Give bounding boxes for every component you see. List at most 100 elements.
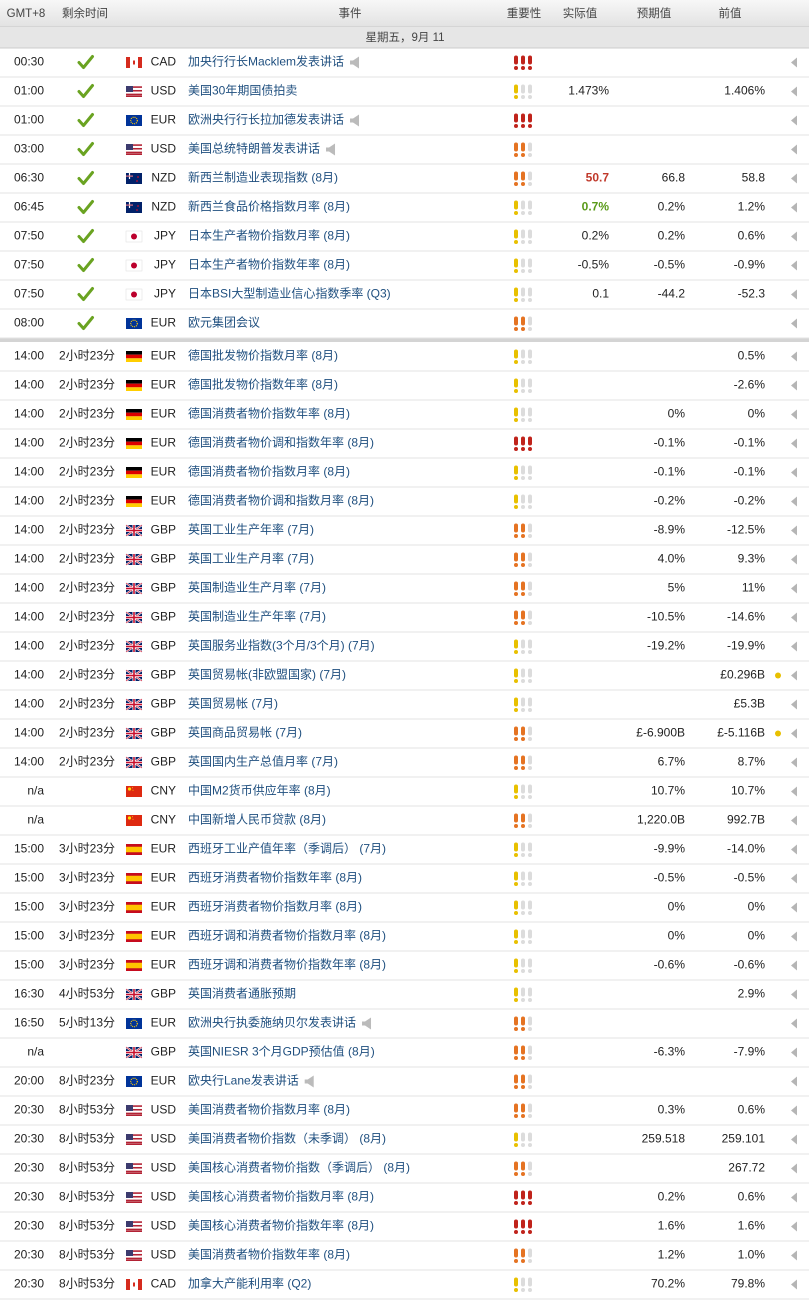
event[interactable]: 德国消费者物价调和指数月率 (8月) [188, 493, 374, 508]
event[interactable]: 德国批发物价指数月率 (8月) [188, 348, 338, 363]
expand-arrow[interactable] [791, 1192, 797, 1203]
event[interactable]: 新西兰食品价格指数月率 (8月) [188, 199, 350, 214]
event[interactable]: 英国制造业生产年率 (7月) [188, 609, 326, 624]
expand-arrow[interactable] [791, 989, 797, 1000]
importance-bar [521, 378, 525, 388]
importance-dot [514, 969, 518, 973]
expand-arrow[interactable] [791, 670, 797, 681]
event[interactable]: 德国消费者物价指数年率 (8月) [188, 406, 350, 421]
event[interactable]: 英国贸易帐(非欧盟国家) (7月) [188, 667, 346, 682]
expand-arrow[interactable] [791, 173, 797, 184]
importance [514, 610, 532, 625]
expand-arrow[interactable] [791, 1076, 797, 1087]
expand-arrow[interactable] [791, 815, 797, 826]
importance-bar [521, 258, 525, 268]
event[interactable]: 英国贸易帐 (7月) [188, 696, 278, 711]
expand-arrow[interactable] [791, 1018, 797, 1029]
event[interactable]: 英国工业生产月率 (7月) [188, 551, 314, 566]
expand-arrow[interactable] [791, 289, 797, 300]
expand-arrow[interactable] [791, 144, 797, 155]
event[interactable]: 美国核心消费者物价指数（季调后） (8月) [188, 1160, 410, 1175]
expand-arrow[interactable] [791, 757, 797, 768]
event[interactable]: 美国总统特朗普发表讲话 [188, 141, 320, 156]
event[interactable]: 英国消费者通胀预期 [188, 987, 296, 1001]
expand-arrow[interactable] [791, 318, 797, 329]
expand-arrow[interactable] [791, 260, 797, 271]
expand-arrow[interactable] [791, 115, 797, 126]
currency: JPY [154, 229, 176, 243]
expand-arrow[interactable] [791, 1163, 797, 1174]
expand-arrow[interactable] [791, 1105, 797, 1116]
expand-arrow[interactable] [791, 380, 797, 391]
event[interactable]: 英国NIESR 3个月GDP预估值 (8月) [188, 1044, 375, 1059]
event[interactable]: 美国核心消费者物价指数月率 (8月) [188, 1189, 374, 1204]
event[interactable]: 英国服务业指数(3个月/3个月) (7月) [188, 638, 375, 653]
event[interactable]: 德国消费者物价指数月率 (8月) [188, 464, 350, 479]
event[interactable]: 英国工业生产年率 (7月) [188, 522, 314, 537]
flag-part [130, 1019, 138, 1028]
expand-arrow[interactable] [791, 1134, 797, 1145]
expand-arrow[interactable] [791, 438, 797, 449]
expand-arrow[interactable] [791, 1250, 797, 1261]
expand-arrow[interactable] [791, 496, 797, 507]
flag-part [125, 230, 143, 243]
event[interactable]: 西班牙调和消费者物价指数年率 (8月) [188, 957, 386, 972]
expand-arrow[interactable] [791, 231, 797, 242]
expand-arrow[interactable] [791, 612, 797, 623]
event[interactable]: 欧洲央行执委施纳贝尔发表讲话 [188, 1015, 356, 1030]
expand-arrow[interactable] [791, 467, 797, 478]
event[interactable]: 加央行行长Macklem发表讲话 [188, 54, 344, 69]
event[interactable]: 德国消费者物价调和指数年率 (8月) [188, 435, 374, 450]
event[interactable]: 英国制造业生产月率 (7月) [188, 580, 326, 595]
expand-arrow[interactable] [791, 554, 797, 565]
expand-arrow[interactable] [791, 202, 797, 213]
event[interactable]: 西班牙工业产值年率（季调后） (7月) [188, 841, 386, 856]
event[interactable]: 日本BSI大型制造业信心指数季率 (Q3) [188, 286, 391, 301]
event[interactable]: 美国30年期国债拍卖 [188, 83, 297, 98]
expand-arrow[interactable] [791, 1047, 797, 1058]
expand-arrow[interactable] [791, 699, 797, 710]
event[interactable]: 西班牙调和消费者物价指数月率 (8月) [188, 928, 386, 943]
expand-arrow[interactable] [791, 844, 797, 855]
expand-arrow[interactable] [791, 1279, 797, 1290]
expand-arrow[interactable] [791, 728, 797, 739]
event[interactable]: 日本生产者物价指数月率 (8月) [188, 228, 350, 243]
event[interactable]: 英国商品贸易帐 (7月) [188, 725, 302, 740]
expand-arrow[interactable] [791, 641, 797, 652]
expand-arrow[interactable] [791, 902, 797, 913]
importance-bar [528, 494, 532, 504]
event[interactable]: 加拿大产能利用率 (Q2) [188, 1276, 311, 1291]
event[interactable]: 美国消费者物价指数（未季调） (8月) [188, 1131, 386, 1146]
event[interactable]: 欧洲央行行长拉加德发表讲话 [188, 112, 344, 127]
importance-bar [521, 871, 525, 881]
expand-arrow[interactable] [791, 583, 797, 594]
event[interactable]: 中国M2货币供应年率 (8月) [188, 783, 331, 798]
importance-dot [521, 476, 525, 480]
event[interactable]: 美国消费者物价指数月率 (8月) [188, 1102, 350, 1117]
event[interactable]: 美国核心消费者物价指数年率 (8月) [188, 1218, 374, 1233]
date-label: 星期五，9月 11 [365, 31, 444, 44]
expand-arrow[interactable] [791, 525, 797, 536]
expand-arrow[interactable] [791, 57, 797, 68]
expand-arrow[interactable] [791, 86, 797, 97]
event[interactable]: 日本生产者物价指数年率 (8月) [188, 257, 350, 272]
event[interactable]: 西班牙消费者物价指数年率 (8月) [188, 870, 362, 885]
event[interactable]: 新西兰制造业表现指数 (8月) [188, 170, 338, 185]
event[interactable]: 德国批发物价指数年率 (8月) [188, 377, 338, 392]
event[interactable]: 英国国内生产总值月率 (7月) [188, 754, 338, 769]
expand-arrow[interactable] [791, 351, 797, 362]
event[interactable]: 欧央行Lane发表讲话 [188, 1073, 299, 1088]
event[interactable]: 欧元集团会议 [188, 315, 260, 330]
expand-arrow[interactable] [791, 873, 797, 884]
importance-bar [514, 755, 518, 765]
event[interactable]: 美国消费者物价指数年率 (8月) [188, 1247, 350, 1262]
currency: EUR [151, 871, 177, 885]
expand-arrow[interactable] [791, 1221, 797, 1232]
flag-part [126, 151, 142, 154]
expand-arrow[interactable] [791, 409, 797, 420]
event[interactable]: 中国新增人民币贷款 (8月) [188, 812, 326, 827]
expand-arrow[interactable] [791, 786, 797, 797]
event[interactable]: 西班牙消费者物价指数月率 (8月) [188, 899, 362, 914]
expand-arrow[interactable] [791, 960, 797, 971]
expand-arrow[interactable] [791, 931, 797, 942]
